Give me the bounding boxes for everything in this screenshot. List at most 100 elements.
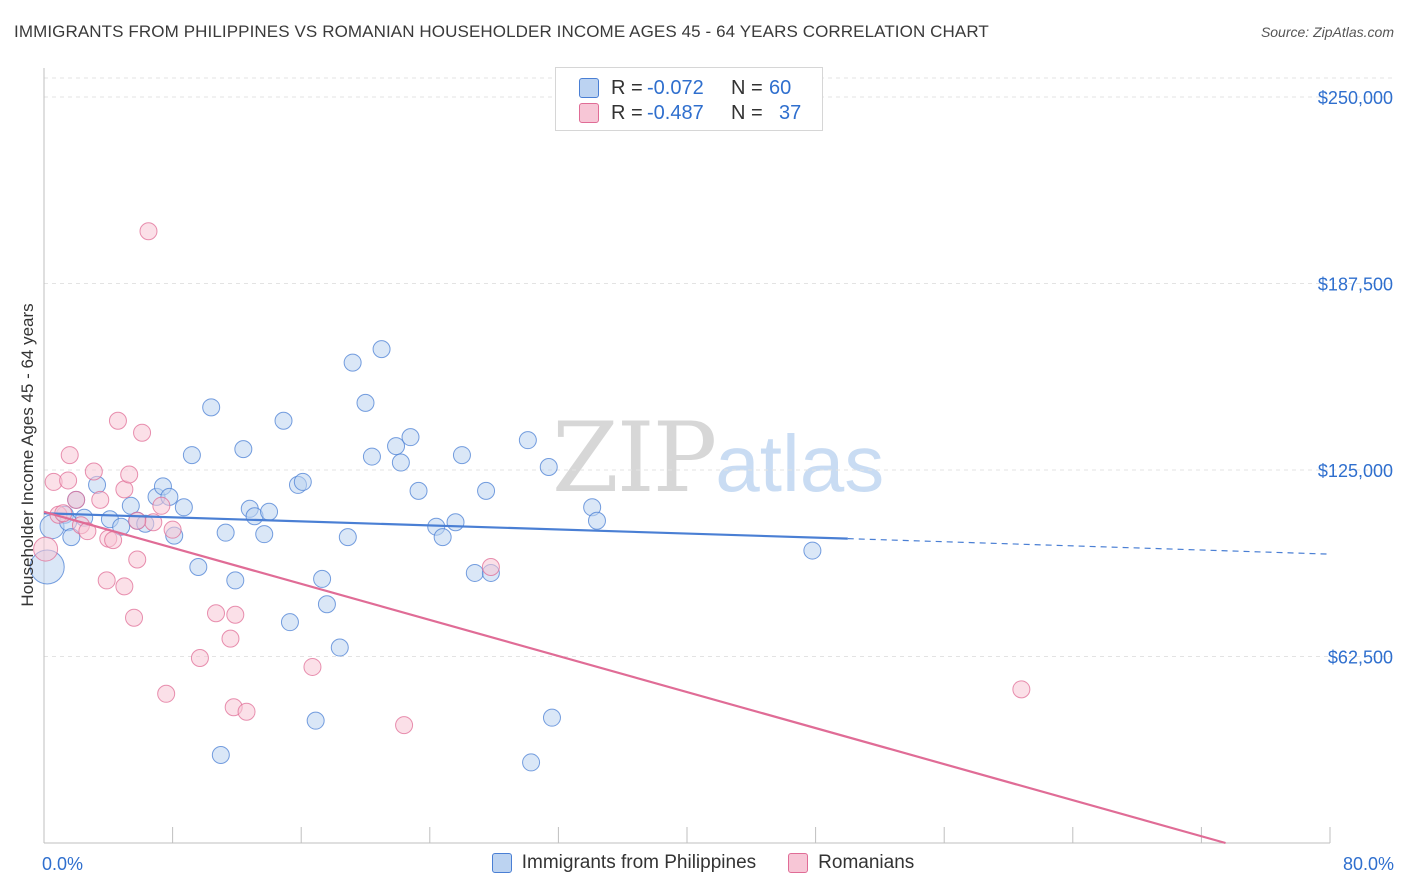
philippines-point [391, 453, 410, 472]
romanian-trend-line [43, 510, 1226, 845]
r-label: R = [611, 76, 643, 99]
r-label: R = [611, 101, 643, 124]
romanian-point [237, 702, 256, 721]
stat-row-romanians: R = -0.487 N = 37 [556, 99, 801, 127]
philippines-point [465, 563, 484, 582]
philippines-point [433, 528, 452, 547]
romanian-point [128, 550, 147, 569]
romanian-point [221, 629, 240, 648]
philippines-trend-extension [847, 538, 1331, 555]
x-tick-label: 0.0% [42, 854, 83, 874]
y-tick-label: $125,000 [1318, 461, 1393, 481]
x-tick-label: 80.0% [1343, 854, 1394, 874]
philippines-point [477, 481, 496, 500]
philippines-point [121, 496, 140, 515]
romanian-point [207, 604, 226, 623]
romanian-point [152, 496, 171, 515]
philippines-point [306, 711, 325, 730]
romanians-swatch [788, 853, 809, 873]
philippines-point [452, 446, 471, 465]
legend-item-philippines[interactable]: Immigrants from Philippines [491, 852, 757, 874]
romanian-point [157, 684, 176, 703]
philippines-point [189, 557, 208, 576]
philippines-trend-line [43, 512, 848, 540]
philippines-point [202, 398, 221, 417]
legend-label: Romanians [818, 852, 915, 873]
series-legend: Immigrants from Philippines Romanians [0, 852, 1406, 874]
philippines-point [539, 458, 558, 477]
philippines-point [112, 517, 131, 536]
romanian-point [1012, 680, 1031, 699]
philippines-point [338, 528, 357, 547]
philippines-point [542, 708, 561, 727]
source-credit: Source: ZipAtlas.com [1260, 24, 1394, 40]
stat-row-philippines: R = -0.072 N = 60 [556, 74, 791, 102]
philippines-point [313, 569, 332, 588]
philippines-point [174, 498, 193, 517]
romanian-point [133, 423, 152, 442]
philippines-point [226, 571, 245, 590]
philippines-point [234, 440, 253, 459]
philippines-point [387, 437, 406, 456]
romanian-point [91, 490, 110, 509]
y-tick-label: $250,000 [1318, 88, 1393, 108]
r-value: -0.072 [647, 76, 704, 99]
philippines-point [211, 745, 230, 764]
n-label: N = [731, 76, 763, 99]
romanian-point [120, 465, 139, 484]
romanian-point [163, 520, 182, 539]
philippines-swatch [579, 78, 599, 98]
romanian-point [84, 462, 103, 481]
y-tick-label: $62,500 [1328, 648, 1393, 668]
philippines-point [343, 353, 362, 372]
philippines-point [330, 638, 349, 657]
r-value: -0.487 [647, 101, 704, 124]
philippines-point [522, 753, 541, 772]
philippines-point [587, 511, 606, 530]
philippines-point [62, 528, 81, 547]
romanian-point [97, 571, 116, 590]
philippines-point [216, 523, 235, 542]
correlation-legend: R = -0.072 N = 60 R = -0.487 N = 37 [555, 67, 823, 131]
philippines-point [409, 481, 428, 500]
romanian-point [104, 531, 123, 550]
romanian-point [33, 536, 59, 562]
philippines-point [260, 502, 279, 521]
romanian-point [128, 511, 147, 530]
romanian-point [125, 608, 144, 627]
philippines-point [803, 541, 822, 560]
philippines-point [401, 428, 420, 447]
philippines-point [255, 525, 274, 544]
philippines-point [356, 393, 375, 412]
romanian-point [78, 522, 97, 541]
philippines-point [362, 447, 381, 466]
watermark-zip: ZIP [552, 402, 717, 514]
philippines-point [446, 513, 465, 532]
romanian-point [190, 648, 209, 667]
philippines-point [317, 595, 336, 614]
legend-item-romanians[interactable]: Romanians [788, 852, 914, 874]
n-label: N = [731, 101, 763, 124]
romanian-point [115, 577, 134, 596]
philippines-point [182, 446, 201, 465]
philippines-point [293, 472, 312, 491]
romanian-point [395, 716, 414, 735]
romanian-point [59, 471, 78, 490]
romanian-point [226, 605, 245, 624]
romanian-point [108, 411, 127, 430]
philippines-point [280, 613, 299, 632]
romanian-point [303, 657, 322, 676]
philippines-point [518, 431, 537, 450]
romanian-point [481, 557, 500, 576]
romanian-point [67, 490, 86, 509]
y-axis-label: Householder Income Ages 45 - 64 years [18, 303, 37, 607]
philippines-point [372, 340, 391, 359]
romanians-swatch [579, 103, 599, 123]
y-tick-label: $187,500 [1318, 275, 1393, 295]
n-value: 60 [769, 76, 792, 99]
chart-title: IMMIGRANTS FROM PHILIPPINES VS ROMANIAN … [14, 22, 989, 41]
watermark-atlas: atlas [715, 419, 885, 508]
legend-label: Immigrants from Philippines [521, 852, 757, 873]
romanian-point [60, 446, 79, 465]
